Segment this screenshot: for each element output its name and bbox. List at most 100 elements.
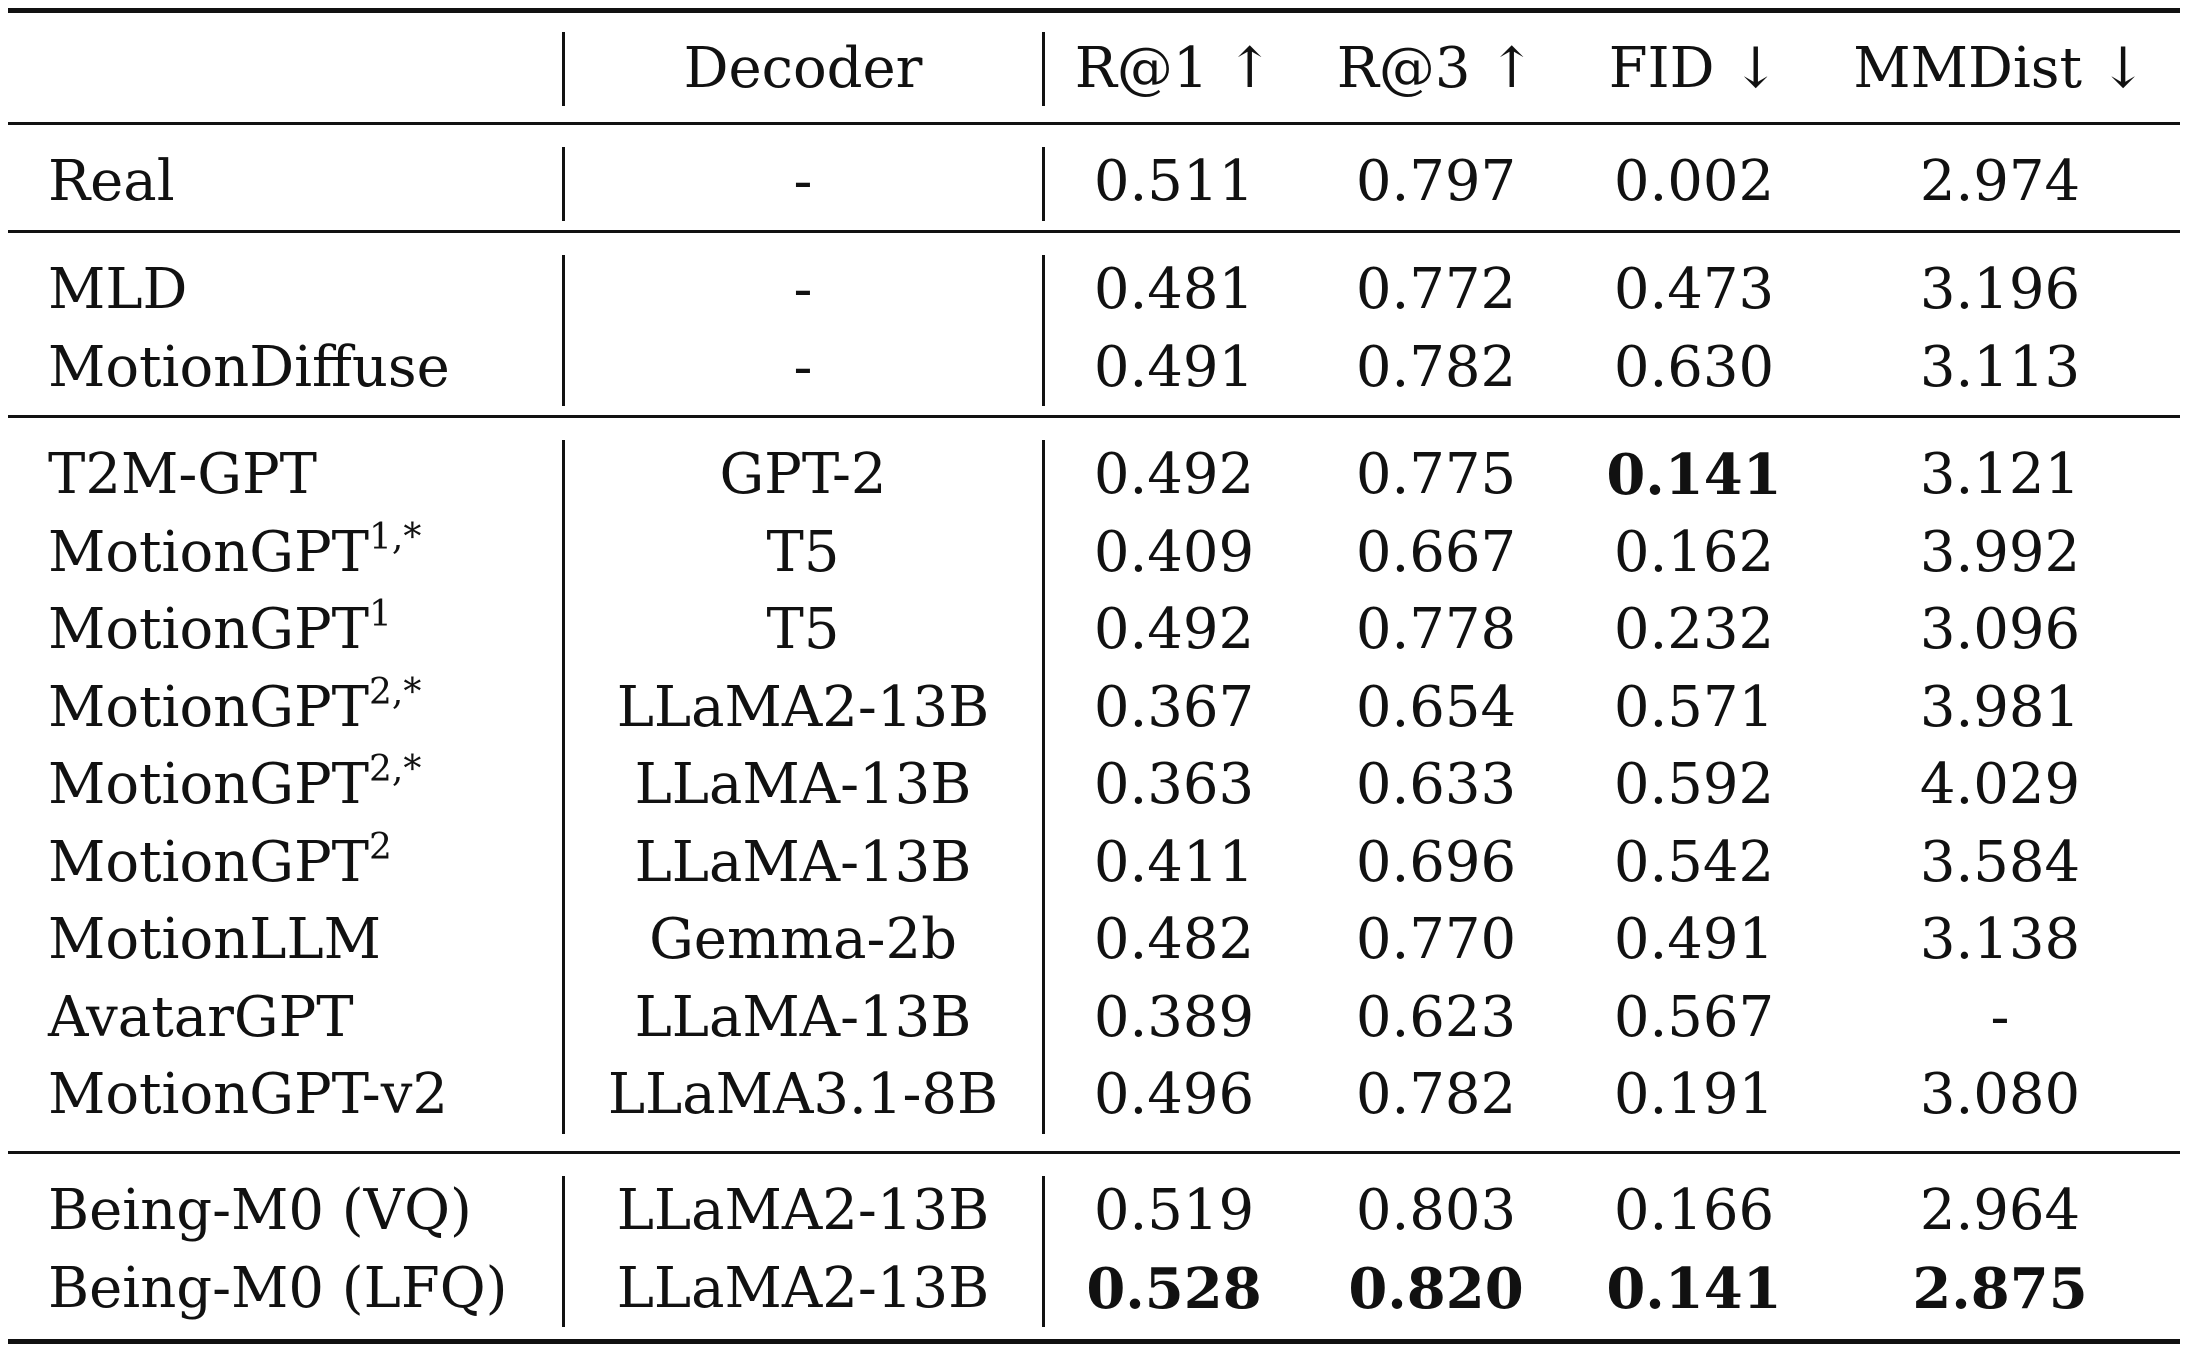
cell-r1: 0.492: [1093, 597, 1255, 662]
header-rule: [8, 122, 2180, 125]
cell-r1: 0.519: [1093, 1178, 1255, 1243]
top-rule: [8, 8, 2180, 13]
method-superscript: 2,*: [369, 671, 422, 713]
cell-r3: 0.782: [1355, 1062, 1517, 1127]
cell-r1: 0.367: [1093, 674, 1255, 740]
cell-mmdist: 3.981: [1919, 674, 2081, 740]
cell-decoder: T5: [766, 519, 840, 585]
column-separator: [562, 32, 565, 106]
method-superscript: 1,*: [369, 516, 422, 558]
cell-r3: 0.803: [1355, 1178, 1517, 1243]
cell-decoder: LLaMA2-13B: [616, 1255, 990, 1321]
cell-decoder: -: [793, 149, 813, 214]
cell-fid: 0.002: [1613, 149, 1775, 214]
method-name: Being-M0 (LFQ): [48, 1250, 507, 1328]
method-name: MLD: [48, 251, 187, 329]
column-header: MMDist ↓: [1853, 36, 2147, 101]
cell-r1: 0.411: [1093, 829, 1255, 895]
cell-r1: 0.496: [1093, 1062, 1255, 1127]
method-label: MotionGPT: [48, 519, 370, 585]
column-separator: [562, 255, 565, 406]
column-header: Decoder: [683, 36, 923, 101]
cell-decoder: LLaMA2-13B: [616, 1178, 990, 1243]
cell-r3: 0.667: [1355, 519, 1517, 585]
cell-r1: 0.491: [1093, 334, 1255, 400]
group-rule: [8, 230, 2180, 233]
cell-r3: 0.654: [1355, 674, 1517, 740]
cell-fid: 0.166: [1613, 1178, 1775, 1243]
method-label: Real: [48, 149, 175, 214]
method-label: T2M-GPT: [48, 442, 318, 507]
cell-decoder: Gemma-2b: [649, 907, 957, 972]
cell-fid: 0.567: [1613, 984, 1775, 1050]
cell-r3: 0.633: [1355, 752, 1517, 817]
cell-r1: 0.409: [1093, 519, 1255, 585]
cell-r3: 0.772: [1355, 257, 1517, 322]
cell-mmdist: 4.029: [1919, 752, 2081, 817]
method-label: MotionGPT: [48, 829, 370, 895]
method-label: MLD: [48, 257, 188, 322]
cell-fid: 0.232: [1613, 597, 1775, 662]
method-name: Being-M0 (VQ): [48, 1172, 472, 1250]
cell-mmdist: 3.138: [1919, 907, 2081, 972]
cell-r3: 0.623: [1355, 984, 1517, 1050]
column-separator: [1042, 147, 1045, 221]
cell-mmdist: 3.196: [1919, 257, 2081, 322]
cell-decoder: -: [793, 257, 813, 322]
cell-r1: 0.481: [1093, 257, 1255, 322]
cell-fid: 0.191: [1613, 1062, 1775, 1127]
method-label: MotionLLM: [48, 907, 381, 972]
column-separator: [562, 147, 565, 221]
method-superscript: 2,*: [369, 749, 422, 790]
method-label: MotionGPT: [48, 752, 370, 817]
cell-r3: 0.820: [1348, 1255, 1524, 1322]
cell-mmdist: 3.584: [1919, 829, 2081, 895]
column-separator: [1042, 440, 1045, 1134]
method-label: MotionGPT: [48, 674, 370, 740]
column-separator: [1042, 255, 1045, 406]
cell-r1: 0.511: [1093, 149, 1255, 214]
method-name: MotionGPT1,*: [48, 514, 421, 592]
method-superscript: 2: [369, 826, 392, 868]
method-name: Real: [48, 143, 175, 221]
method-name: MotionLLM: [48, 901, 381, 979]
cell-r3: 0.775: [1355, 442, 1517, 507]
cell-r3: 0.778: [1355, 597, 1517, 662]
cell-fid: 0.141: [1606, 1255, 1782, 1322]
cell-decoder: GPT-2: [719, 442, 887, 507]
cell-r3: 0.770: [1355, 907, 1517, 972]
method-label: Being-M0 (LFQ): [48, 1255, 508, 1321]
method-name: MotionGPT1: [48, 591, 392, 669]
cell-decoder: LLaMA-13B: [634, 984, 972, 1050]
cell-r1: 0.482: [1093, 907, 1255, 972]
method-label: Being-M0 (VQ): [48, 1178, 472, 1243]
cell-decoder: -: [793, 334, 813, 400]
bottom-rule: [8, 1339, 2180, 1344]
column-separator: [1042, 32, 1045, 106]
results-table: Decoder R@1 ↑ R@3 ↑ FID ↓ MMDist ↓ Real - 0.511…: [8, 8, 2180, 1344]
group-rule: [8, 1151, 2180, 1154]
method-name: MotionGPT2,*: [48, 746, 421, 824]
column-header: R@3 ↑: [1336, 36, 1536, 101]
cell-r1: 0.492: [1093, 442, 1255, 507]
cell-fid: 0.162: [1613, 519, 1775, 585]
cell-r1: 0.363: [1093, 752, 1255, 817]
cell-decoder: LLaMA3.1-8B: [607, 1062, 999, 1127]
cell-r1: 0.528: [1086, 1255, 1262, 1322]
cell-r3: 0.797: [1355, 149, 1517, 214]
cell-mmdist: 3.080: [1919, 1062, 2081, 1127]
cell-mmdist: -: [1990, 984, 2010, 1050]
cell-r3: 0.782: [1355, 334, 1517, 400]
cell-mmdist: 3.992: [1919, 519, 2081, 585]
method-label: MotionGPT-v2: [48, 1062, 448, 1127]
column-separator: [562, 1176, 565, 1327]
method-label: MotionGPT: [48, 597, 370, 662]
method-label: AvatarGPT: [48, 984, 354, 1050]
method-name: AvatarGPT: [48, 979, 354, 1057]
cell-fid: 0.592: [1613, 752, 1775, 817]
cell-r3: 0.696: [1355, 829, 1517, 895]
cell-fid: 0.473: [1613, 257, 1775, 322]
cell-fid: 0.141: [1606, 442, 1782, 508]
group-rule: [8, 415, 2180, 418]
cell-fid: 0.491: [1613, 907, 1775, 972]
